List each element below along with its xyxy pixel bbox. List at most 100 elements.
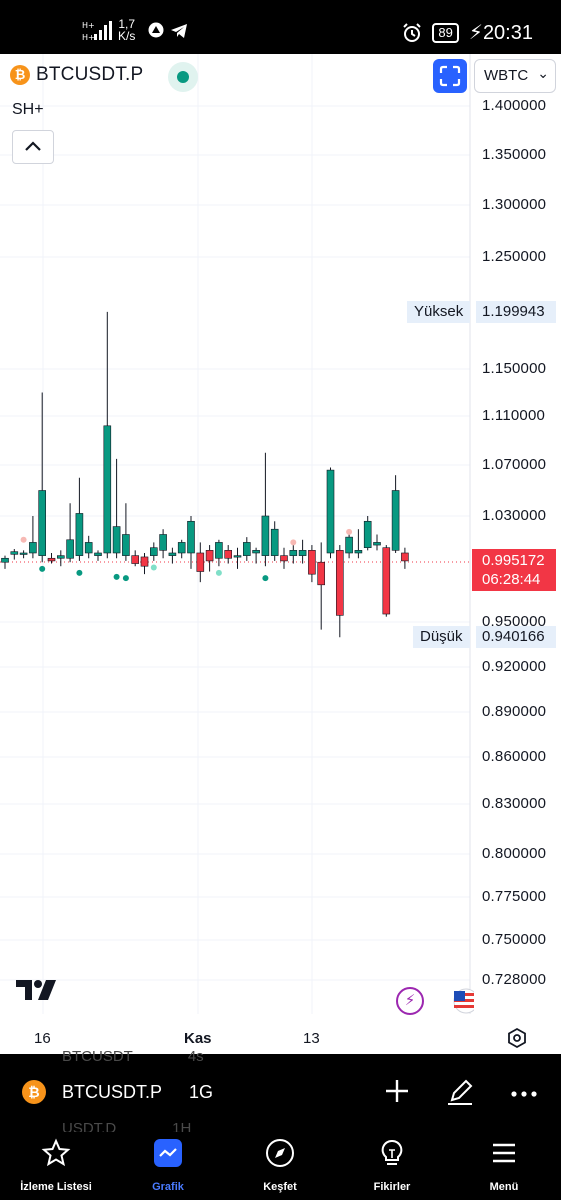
chart-icon [154, 1139, 182, 1167]
y-tick: 0.800000 [482, 845, 547, 862]
drawing-tools-icon[interactable] [446, 1078, 474, 1106]
bottom-navigation: İzleme Listesi Grafik Keşfet Fikirler Me… [0, 1132, 561, 1200]
candle-body [19, 552, 28, 555]
symbol-header[interactable]: ₿ BTCUSDT.P [10, 64, 143, 86]
tradingview-logo[interactable] [16, 980, 56, 1000]
indicator-label[interactable]: SH+ [12, 101, 44, 118]
collapse-indicators-button[interactable] [12, 130, 54, 164]
last-price-tag: 0.995172 06:28:44 [472, 549, 556, 591]
symbol-button[interactable]: BTCUSDT.P [62, 1081, 163, 1102]
last-price: 0.995172 [482, 552, 545, 569]
fullscreen-button[interactable] [433, 59, 467, 93]
interval-button[interactable]: 1G [189, 1081, 214, 1102]
chart-settings-icon[interactable] [506, 1027, 528, 1049]
add-icon[interactable] [384, 1078, 410, 1104]
candle-body [363, 520, 372, 548]
svg-text:H+: H+ [82, 33, 95, 42]
signal-marker [20, 536, 27, 543]
y-tick: 1.250000 [482, 248, 547, 265]
chart-area[interactable]: ₿ BTCUSDT.P SH+ WBTC ⌄ 1.400000 1.350000… [0, 54, 561, 1054]
high-label: Yüksek [407, 301, 471, 323]
candle-body [140, 556, 149, 567]
y-tick: 1.350000 [482, 146, 547, 163]
signal-marker [76, 569, 83, 576]
candle-body [1, 557, 9, 563]
status-bar: H+ H+ 1,7 K/s 89 ⚡20:31 [0, 0, 561, 54]
candle-body [29, 542, 37, 554]
candle-body [289, 550, 298, 556]
status-right: 89 ⚡20:31 [402, 20, 533, 45]
y-tick: 0.920000 [482, 658, 547, 675]
candle-body [382, 547, 391, 615]
signal-marker [150, 564, 157, 571]
candle-body [391, 490, 400, 551]
y-tick: 0.860000 [482, 748, 547, 765]
nav-watchlist[interactable]: İzleme Listesi [0, 1132, 112, 1200]
compare-symbol-select[interactable]: WBTC ⌄ [474, 59, 556, 93]
y-tick: 1.300000 [482, 196, 547, 213]
compare-symbol-label: WBTC [484, 67, 529, 84]
signal-marker [122, 575, 129, 582]
high-value: 1.199943 [476, 301, 556, 323]
candle-body [317, 561, 326, 586]
candle-body [94, 552, 102, 556]
signal-marker [290, 539, 297, 546]
network-speed: 1,7 K/s [118, 17, 136, 43]
nav-menu[interactable]: Menü [448, 1132, 560, 1200]
y-tick: 0.775000 [482, 888, 547, 905]
candle-body [56, 555, 65, 559]
star-icon [41, 1138, 71, 1167]
compass-icon [266, 1139, 294, 1167]
candle-body [103, 425, 112, 554]
candle-body [122, 534, 130, 556]
candle-body [150, 547, 158, 556]
candle-body [187, 520, 195, 554]
nav-chart[interactable]: Grafik [112, 1132, 224, 1200]
candle-body [205, 550, 214, 562]
candle-body [131, 555, 139, 564]
candlestick-chart[interactable] [0, 54, 561, 1054]
candle-body [298, 550, 307, 556]
lightbulb-icon [381, 1139, 403, 1165]
bitcoin-coin-icon: ₿ [22, 1080, 46, 1104]
nav-watchlist-label: İzleme Listesi [20, 1181, 92, 1193]
bar-countdown: 06:28:44 [482, 571, 541, 588]
y-tick: 0.890000 [482, 703, 547, 720]
market-status-indicator[interactable] [168, 62, 198, 92]
candle-body [196, 552, 205, 572]
signal-marker [39, 565, 46, 572]
flash-icon[interactable]: ⚡ [396, 987, 424, 1015]
candle-body [66, 539, 74, 559]
candle-body [224, 550, 232, 559]
candle-body [280, 555, 288, 562]
nav-explore-label: Keşfet [263, 1181, 297, 1193]
more-icon[interactable] [510, 1090, 538, 1098]
nav-chart-label: Grafik [152, 1181, 184, 1193]
app-notification-icon [148, 22, 164, 38]
candle-body [47, 557, 56, 562]
signal-marker [262, 575, 269, 582]
chevron-down-icon: ⌄ [537, 65, 549, 81]
x-tick: 13 [303, 1030, 320, 1047]
nav-explore[interactable]: Keşfet [224, 1132, 336, 1200]
telegram-icon [171, 24, 187, 38]
candle-body [308, 550, 316, 575]
signal-icon: H+ H+ [82, 21, 112, 42]
fullscreen-icon [439, 65, 461, 87]
nav-ideas-label: Fikirler [373, 1181, 411, 1193]
y-tick: 1.110000 [482, 407, 546, 424]
nav-ideas[interactable]: Fikirler [336, 1132, 448, 1200]
alarm-icon [403, 22, 422, 42]
x-tick: Kas [184, 1030, 212, 1047]
active-symbol-row[interactable]: ₿ BTCUSDT.P 1G [22, 1080, 213, 1104]
us-flag-icon[interactable] [452, 987, 474, 1015]
candle-body [401, 552, 409, 562]
low-value: 0.940166 [476, 626, 556, 648]
candle-body [243, 542, 251, 556]
symbol-name[interactable]: BTCUSDT.P [36, 64, 144, 85]
y-tick: 1.030000 [482, 507, 547, 524]
charging-icon: ⚡ [468, 22, 483, 44]
candle-body [261, 515, 270, 556]
battery-indicator: 89 [432, 22, 459, 43]
y-tick: 1.070000 [482, 456, 547, 473]
